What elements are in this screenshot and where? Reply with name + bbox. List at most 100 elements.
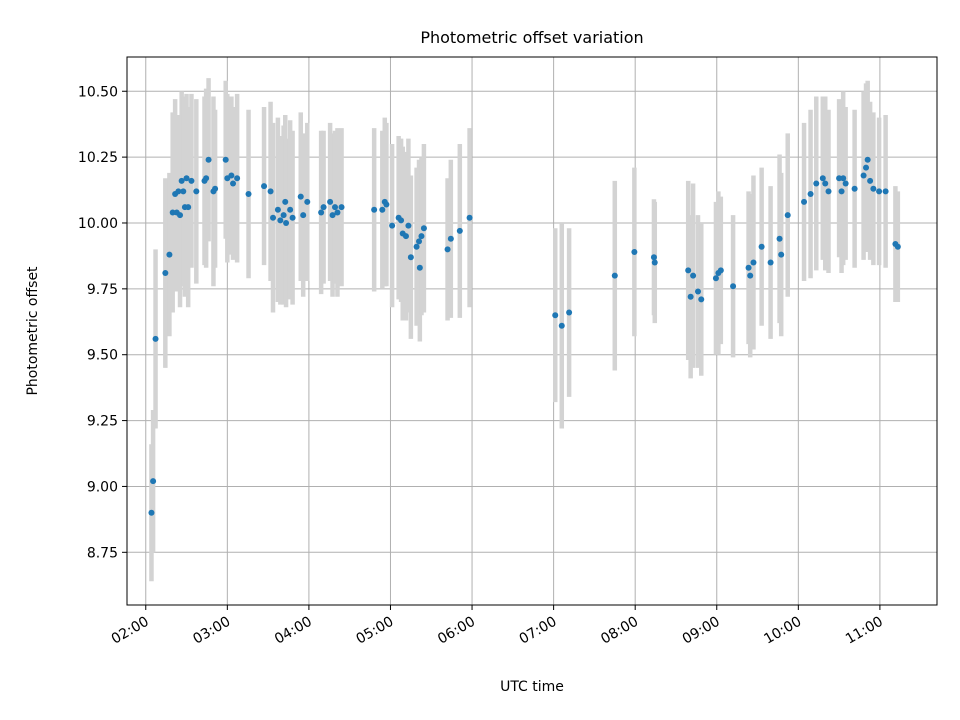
data-point xyxy=(745,264,752,271)
data-point xyxy=(717,267,724,274)
data-point xyxy=(694,288,701,295)
data-point xyxy=(456,227,463,234)
data-point xyxy=(398,217,405,224)
y-tick-label: 8.75 xyxy=(87,545,118,561)
data-point xyxy=(747,272,754,279)
data-point xyxy=(690,272,697,279)
data-point xyxy=(297,193,304,200)
data-point xyxy=(566,309,573,316)
data-point xyxy=(876,188,883,195)
data-point xyxy=(277,217,284,224)
data-point xyxy=(267,188,274,195)
data-point xyxy=(838,188,845,195)
data-point xyxy=(245,191,252,197)
y-tick-label: 9.00 xyxy=(87,479,118,495)
data-point xyxy=(332,204,339,211)
data-point xyxy=(870,185,877,192)
data-point xyxy=(185,204,192,211)
data-point xyxy=(882,188,889,195)
data-point xyxy=(274,206,281,213)
data-point xyxy=(148,509,155,516)
data-point xyxy=(180,188,187,195)
data-point xyxy=(407,254,414,261)
data-point xyxy=(178,177,185,184)
data-point xyxy=(193,188,200,195)
data-point xyxy=(405,222,412,229)
data-point xyxy=(712,275,719,282)
data-point xyxy=(447,235,454,242)
data-point xyxy=(466,214,473,221)
data-point xyxy=(228,172,235,179)
data-point xyxy=(767,259,774,266)
plot-frame xyxy=(126,56,938,606)
x-tick-label: 05:00 xyxy=(354,614,397,648)
data-point xyxy=(894,243,901,250)
data-point xyxy=(822,180,829,187)
data-point xyxy=(162,270,169,277)
x-tick-label: 06:00 xyxy=(435,614,478,648)
data-point xyxy=(860,172,867,179)
data-point xyxy=(776,235,783,242)
x-tick-label: 03:00 xyxy=(190,614,233,648)
y-tick-label: 10.25 xyxy=(78,150,118,166)
data-point xyxy=(863,164,870,171)
data-point xyxy=(175,188,182,195)
data-point xyxy=(444,246,451,253)
data-point xyxy=(177,212,184,219)
data-point xyxy=(383,201,390,208)
data-point xyxy=(280,212,287,219)
data-point xyxy=(261,183,268,190)
x-tick-label: 09:00 xyxy=(680,614,723,648)
data-point xyxy=(851,185,858,192)
data-point xyxy=(334,209,341,216)
data-point xyxy=(801,198,808,205)
x-tick-label: 11:00 xyxy=(843,614,886,648)
data-point xyxy=(416,238,423,245)
data-point xyxy=(289,214,296,221)
data-point xyxy=(730,283,737,290)
data-point xyxy=(698,296,705,303)
data-point xyxy=(300,212,307,219)
data-points xyxy=(148,156,901,516)
data-point xyxy=(558,322,565,329)
y-tick-label: 9.50 xyxy=(87,348,118,364)
data-point xyxy=(183,175,190,182)
data-point xyxy=(188,177,195,184)
data-point xyxy=(212,185,219,192)
x-tick-label: 07:00 xyxy=(517,614,560,648)
data-point xyxy=(758,243,765,250)
x-tick-label: 10:00 xyxy=(761,614,804,648)
data-point xyxy=(234,175,241,182)
data-point xyxy=(402,233,409,240)
data-point xyxy=(327,198,334,205)
data-point xyxy=(552,312,559,319)
x-tick-label: 02:00 xyxy=(109,614,152,648)
data-point xyxy=(416,264,423,271)
data-point xyxy=(867,177,874,184)
data-point xyxy=(825,188,832,195)
data-point xyxy=(842,180,849,187)
y-tick-label: 10.50 xyxy=(78,84,118,100)
y-axis-ticks: 8.75 9.00 9.25 9.50 9.75 10.00 10.25 10.50 xyxy=(78,84,127,561)
x-axis-label: UTC time xyxy=(500,679,564,695)
data-point xyxy=(819,175,826,182)
chart-title: Photometric offset variation xyxy=(420,28,643,47)
data-point xyxy=(329,212,336,219)
data-point xyxy=(379,206,386,213)
data-point xyxy=(287,206,294,213)
data-point xyxy=(283,219,290,226)
data-point xyxy=(784,212,791,219)
data-point xyxy=(318,209,325,216)
data-point xyxy=(338,204,345,211)
data-point xyxy=(389,222,396,229)
data-point xyxy=(864,156,871,163)
data-point xyxy=(270,214,277,221)
data-point xyxy=(222,156,229,163)
data-point xyxy=(413,243,420,250)
data-point xyxy=(205,156,212,163)
data-point xyxy=(687,293,694,300)
data-point xyxy=(631,248,638,255)
data-point xyxy=(152,335,159,342)
data-point xyxy=(320,204,327,211)
